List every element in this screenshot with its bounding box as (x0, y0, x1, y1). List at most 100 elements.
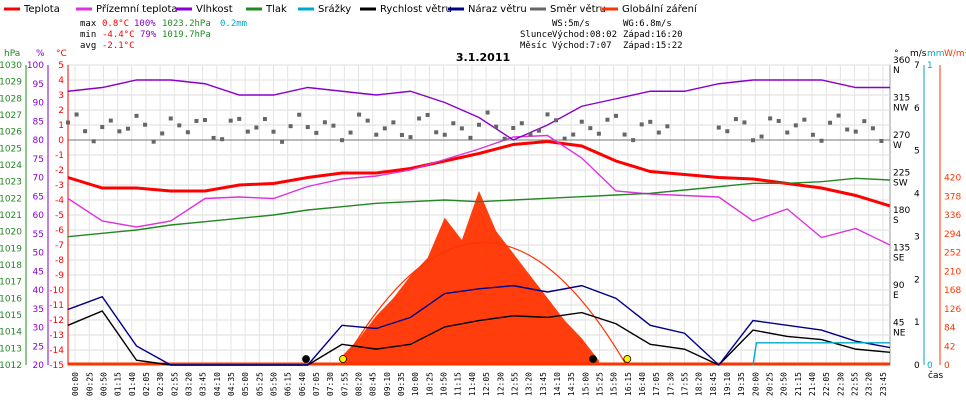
wind-direction-point (374, 132, 379, 137)
x-tick-label: 22:30 (836, 372, 845, 396)
wind-direction-point (177, 123, 182, 128)
pressure-tick-label: 1024 (0, 161, 22, 171)
humidity-tick-label: 20 (33, 361, 45, 371)
wind-direction-point (879, 138, 884, 143)
wind-direction-point (237, 116, 242, 121)
pressure-unit: hPa (4, 49, 20, 59)
wind-direction-point (716, 125, 721, 130)
wind-direction-point (648, 119, 653, 124)
wind-direction-point (357, 112, 362, 117)
wind-direction-point (391, 120, 396, 125)
wind-direction-point (459, 126, 464, 131)
legend: Teplota Přízemní teplota Vlhkost Tlak Srážky… (4, 3, 698, 15)
temperature-unit: °C (56, 49, 67, 59)
x-tick-label: 16:15 (624, 372, 633, 396)
wind-direction-point (562, 136, 567, 141)
wind-direction-point (819, 138, 824, 143)
wind-direction-point (810, 132, 815, 137)
x-tick-label: 23:45 (879, 372, 888, 396)
x-tick-label: 16:40 (638, 372, 647, 396)
stat-max-press: 1023.2hPa (162, 19, 211, 29)
wind-direction-point (742, 120, 747, 125)
x-tick-label: 12:05 (482, 372, 491, 396)
x-tick-label: 00:00 (71, 372, 80, 396)
wind-tick-label: 0 (914, 361, 920, 371)
x-tick-label: 21:15 (794, 372, 803, 396)
x-tick-label: 15:25 (595, 372, 604, 396)
stat-min-press: 1019.7hPa (162, 30, 211, 40)
x-tick-label: 04:10 (213, 372, 222, 396)
wind-direction-point (340, 138, 344, 143)
x-tick-label: 01:40 (128, 372, 137, 396)
wind-direction-point (528, 132, 533, 137)
x-tick-label: 11:15 (454, 372, 463, 396)
x-tick-label: 02:30 (156, 372, 165, 396)
wind-direction-point (160, 131, 165, 136)
humidity-tick-label: 25 (33, 342, 44, 352)
wind-direction-point (220, 137, 225, 142)
x-tick-label: 05:25 (255, 372, 264, 396)
radiation-tick-label: 378 (944, 192, 961, 202)
stat-sun-label: Slunce (520, 30, 553, 40)
x-tick-label: 08:45 (369, 372, 378, 396)
stat-avg-temp: -2.1°C (102, 41, 135, 51)
stat-min-temp: -4.4°C (102, 30, 135, 40)
wind-direction-point (596, 131, 601, 136)
temperature-tick-label: 2 (58, 106, 64, 116)
temperature-tick-label: -13 (49, 331, 64, 341)
x-axis-label: čas (928, 370, 943, 381)
pressure-tick-label: 1026 (0, 128, 22, 138)
stats-block: max 0.8°C 100% 1023.2hPa 0.2mm min -4.4°… (80, 19, 683, 51)
legend-label: Tlak (265, 4, 287, 15)
direction-tick-degree: 225 (893, 169, 910, 179)
wind-direction-point (554, 118, 559, 123)
radiation-tick-label: 420 (944, 174, 961, 184)
wind-direction-point (297, 112, 302, 117)
stat-sun-rise: Východ:08:02 (552, 30, 617, 40)
x-tick-label: 20:50 (780, 372, 789, 396)
wind-direction-point (185, 130, 190, 135)
x-tick-label: 11:40 (468, 372, 477, 396)
stat-wg: WG:6.8m/s (623, 19, 672, 29)
temperature-tick-label: 5 (58, 61, 64, 71)
legend-label: Teplota (23, 4, 60, 15)
wind-direction-point (442, 132, 447, 137)
wind-direction-point (614, 113, 618, 118)
wind-direction-point (451, 121, 456, 126)
wind-direction-point (331, 123, 336, 128)
stat-ws: WS:5m/s (552, 19, 590, 29)
direction-tick-degree: 135 (893, 244, 910, 254)
temperature-tick-label: -8 (55, 256, 64, 266)
x-tick-label: 23:20 (865, 372, 874, 396)
humidity-tick-label: 65 (33, 192, 44, 202)
humidity-tick-label: 40 (33, 286, 45, 296)
pressure-tick-label: 1016 (0, 294, 22, 304)
stat-sun-set: Západ:16:20 (623, 30, 683, 40)
wind-direction-point (725, 129, 730, 134)
wind-direction-point (194, 118, 199, 123)
humidity-tick-label: 90 (33, 99, 45, 109)
temperature-tick-label: 0 (58, 136, 64, 146)
direction-tick-name: SW (893, 179, 908, 189)
x-tick-label: 03:45 (199, 372, 208, 396)
radiation-tick-label: 294 (944, 230, 961, 240)
legend-label: Přízemní teplota (96, 3, 178, 15)
wind-direction-point (751, 138, 755, 143)
wind-direction-point (100, 125, 105, 130)
wind-direction-point (477, 122, 481, 127)
x-tick-label: 02:05 (142, 372, 151, 396)
wind-direction-point (588, 126, 593, 131)
temperature-tick-label: -3 (55, 181, 64, 191)
humidity-tick-label: 55 (33, 230, 44, 240)
x-tick-label: 20:00 (751, 372, 760, 396)
series-area-global-radiation (342, 190, 599, 365)
x-tick-label: 14:10 (553, 372, 562, 396)
wind-direction-point (485, 110, 490, 115)
direction-tick-degree: 270 (893, 131, 910, 141)
x-tick-label: 04:35 (227, 372, 236, 396)
direction-tick-degree: 90 (893, 281, 905, 291)
wind-direction-point (502, 136, 507, 141)
x-tick-label: 12:30 (496, 372, 505, 396)
